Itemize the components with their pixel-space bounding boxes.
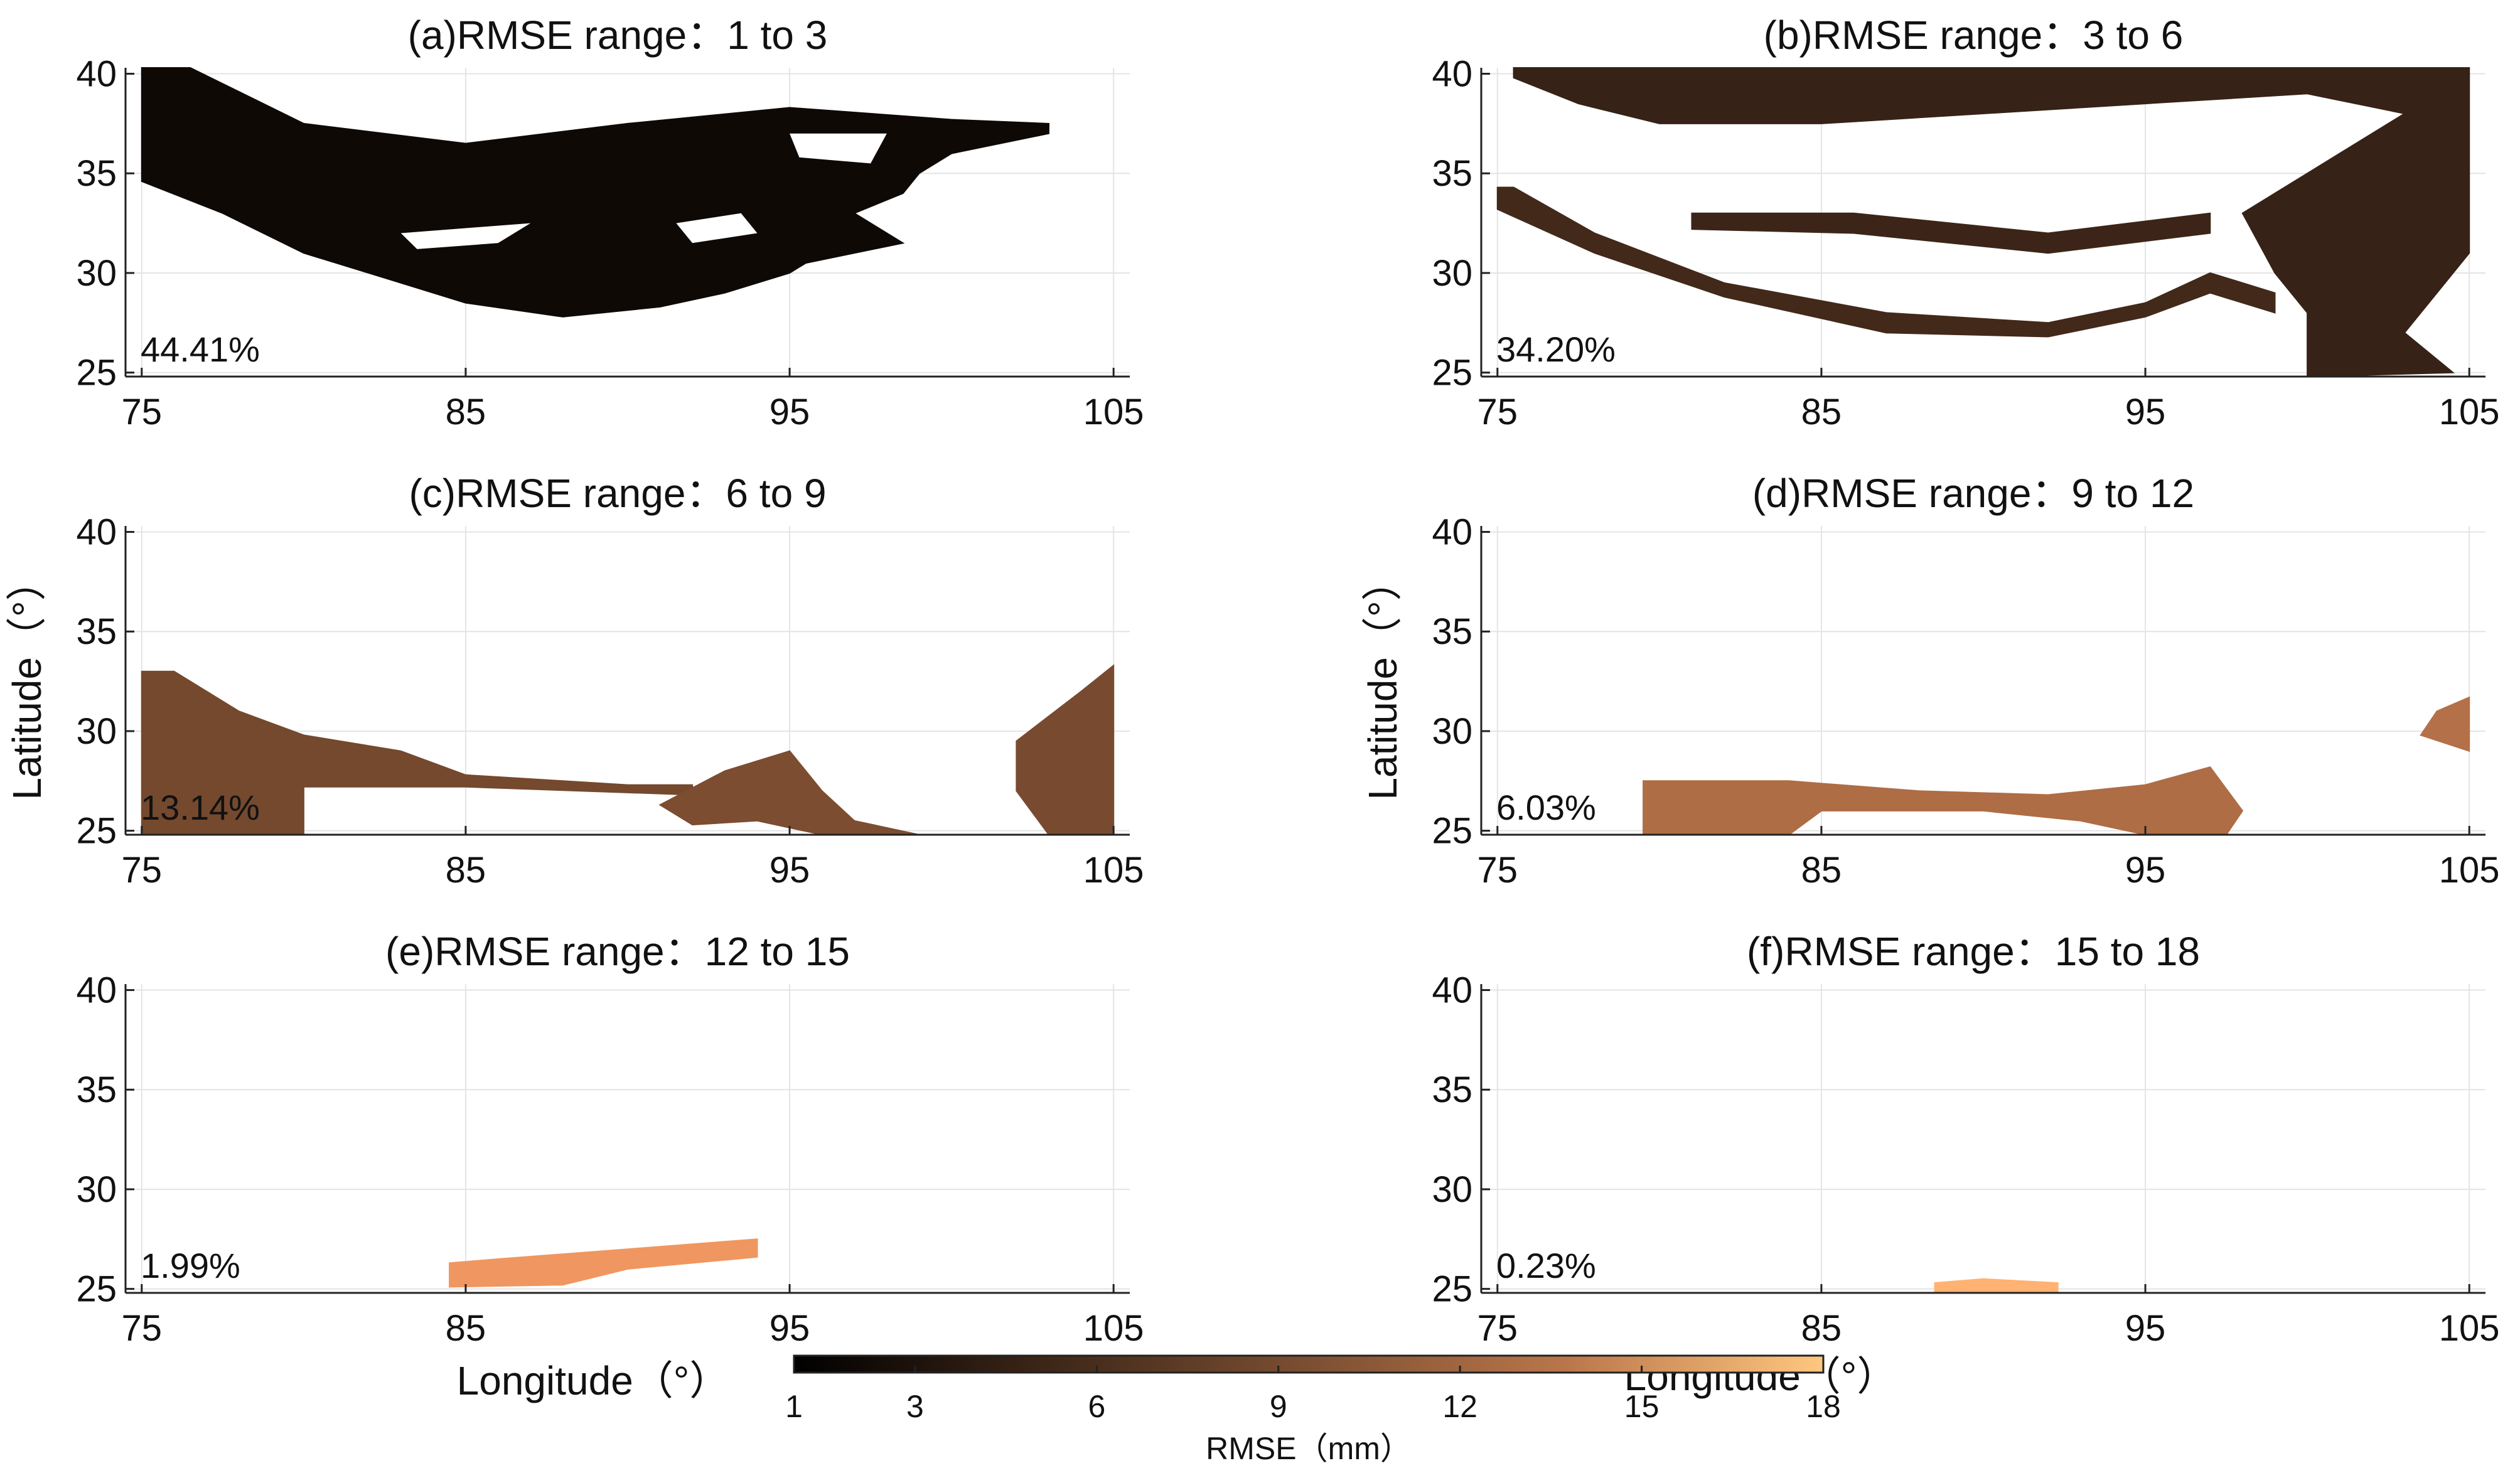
y-tick-label: 30: [76, 1169, 117, 1210]
y-tick-label: 30: [1432, 253, 1472, 294]
x-tick-label: 95: [769, 850, 810, 891]
colorbar-label: RMSE（mm）: [1206, 1431, 1412, 1466]
percent-label: 6.03%: [1496, 788, 1596, 827]
panel-2: 75 85 95 105 40 35 30 25 (c)RMSE range：6 to 9 13.…: [4, 471, 1144, 891]
percent-label: 1.99%: [141, 1246, 240, 1285]
y-tick-label: 40: [76, 512, 117, 553]
colorbar-tick-label: 12: [1442, 1389, 1477, 1424]
y-tick-label: 35: [1432, 611, 1472, 652]
y-tick-label: 25: [76, 811, 117, 852]
x-tick-label: 75: [1477, 392, 1518, 432]
y-tick-label: 40: [1432, 970, 1472, 1011]
y-tick-label: 25: [1432, 353, 1472, 394]
x-tick-label: 75: [122, 392, 163, 432]
y-tick-label: 35: [76, 611, 117, 652]
x-tick-label: 105: [1083, 1308, 1144, 1349]
x-tick-label: 95: [769, 1308, 810, 1349]
colorbar-tick-group: 1 3 6 9 12 15 18: [785, 1366, 1841, 1424]
x-axis-label: Longitude（°）: [457, 1358, 730, 1403]
colorbar-tick-label: 6: [1088, 1389, 1105, 1424]
rmse-region-0: [141, 670, 694, 835]
y-axis-label: Latitude（°）: [4, 560, 50, 800]
y-tick-label: 40: [76, 970, 117, 1011]
rmse-region-0: [1934, 1278, 2059, 1294]
colorbar-tick-label: 1: [785, 1389, 803, 1424]
rmse-region-0: [141, 67, 1049, 318]
x-tick-label: 105: [2439, 850, 2500, 891]
rmse-region-2: [1691, 212, 2211, 254]
gap-region-2: [676, 213, 758, 244]
x-tick-label: 95: [2125, 1308, 2166, 1349]
y-tick-label: 25: [1432, 811, 1472, 852]
x-tick-label: 85: [446, 850, 486, 891]
gap-region-0: [790, 133, 887, 164]
x-tick-label: 75: [1477, 1308, 1518, 1349]
panel-4: 75 85 95 105 40 35 30 25 (e)RMSE range：12 to 15 1…: [76, 929, 1144, 1403]
panel-title: (c)RMSE range：6 to 9: [409, 471, 826, 516]
x-tick-label: 85: [1801, 1308, 1842, 1349]
y-tick-label: 25: [76, 1269, 117, 1310]
panel-title: (e)RMSE range：12 to 15: [385, 929, 850, 974]
x-tick-label: 85: [1801, 392, 1842, 432]
y-tick-label: 35: [1432, 1069, 1472, 1110]
colorbar-tick-label: 15: [1624, 1389, 1659, 1424]
x-tick-label: 95: [769, 392, 810, 432]
x-tick-label: 105: [2439, 392, 2500, 432]
rmse-region-2: [1016, 664, 1115, 835]
rmse-region-1: [658, 750, 920, 835]
rmse-region-0: [449, 1238, 758, 1288]
panel-title: (a)RMSE range：1 to 3: [408, 13, 828, 58]
panel-5: 75 85 95 105 40 35 30 25 (f)RMSE range：15 to 18 0…: [1432, 929, 2499, 1399]
percent-label: 0.23%: [1496, 1246, 1596, 1285]
y-tick-label: 25: [76, 353, 117, 394]
panel-3: 75 85 95 105 40 35 30 25 (d)RMSE range：9 to 12 6.…: [1360, 471, 2500, 891]
y-tick-label: 40: [1432, 512, 1472, 553]
y-axis-label: Latitude（°）: [1360, 560, 1405, 800]
y-tick-label: 30: [76, 711, 117, 752]
x-tick-label: 75: [122, 1308, 163, 1349]
rmse-region-0: [1643, 766, 2244, 835]
gap-region-1: [400, 223, 531, 249]
rmse-region-1: [1496, 186, 2276, 338]
x-tick-label: 75: [1477, 850, 1518, 891]
y-tick-label: 30: [1432, 1169, 1472, 1210]
y-tick-label: 35: [1432, 153, 1472, 194]
x-tick-label: 95: [2125, 392, 2166, 432]
x-tick-label: 95: [2125, 850, 2166, 891]
x-tick-label: 85: [446, 392, 486, 432]
y-tick-label: 35: [76, 1069, 117, 1110]
y-tick-label: 30: [1432, 711, 1472, 752]
rmse-region-1: [2420, 696, 2470, 753]
y-tick-label: 25: [1432, 1269, 1472, 1310]
percent-label: 44.41%: [141, 329, 260, 369]
y-tick-label: 30: [76, 253, 117, 294]
panel-title: (f)RMSE range：15 to 18: [1747, 929, 2200, 974]
x-tick-label: 85: [446, 1308, 486, 1349]
x-tick-label: 105: [2439, 1308, 2500, 1349]
colorbar: 1 3 6 9 12 15 18 RMSE（mm）: [785, 1354, 1841, 1466]
panel-group: 75 85 95 105 40 35 30 25 (a)RMSE range：1 to 3 44.…: [4, 13, 2500, 1403]
colorbar-tick-label: 9: [1270, 1389, 1287, 1424]
x-tick-label: 105: [1083, 392, 1144, 432]
panel-title: (b)RMSE range：3 to 6: [1764, 13, 2184, 58]
panel-title: (d)RMSE range：9 to 12: [1752, 471, 2194, 516]
colorbar-gradient: [793, 1354, 1825, 1374]
colorbar-tick-label: 3: [906, 1389, 924, 1424]
panel-1: 75 85 95 105 40 35 30 25 (b)RMSE range：3 to 6 34.…: [1432, 13, 2499, 432]
panel-0: 75 85 95 105 40 35 30 25 (a)RMSE range：1 to 3 44.…: [76, 13, 1144, 432]
colorbar-tick-label: 18: [1806, 1389, 1841, 1424]
x-tick-label: 105: [1083, 850, 1144, 891]
percent-label: 34.20%: [1496, 329, 1616, 369]
y-tick-label: 35: [76, 153, 117, 194]
x-tick-label: 75: [122, 850, 163, 891]
x-tick-label: 85: [1801, 850, 1842, 891]
rmse-region-0: [1513, 67, 2470, 378]
percent-label: 13.14%: [141, 788, 260, 827]
y-tick-label: 40: [1432, 54, 1472, 95]
y-tick-label: 40: [76, 54, 117, 95]
